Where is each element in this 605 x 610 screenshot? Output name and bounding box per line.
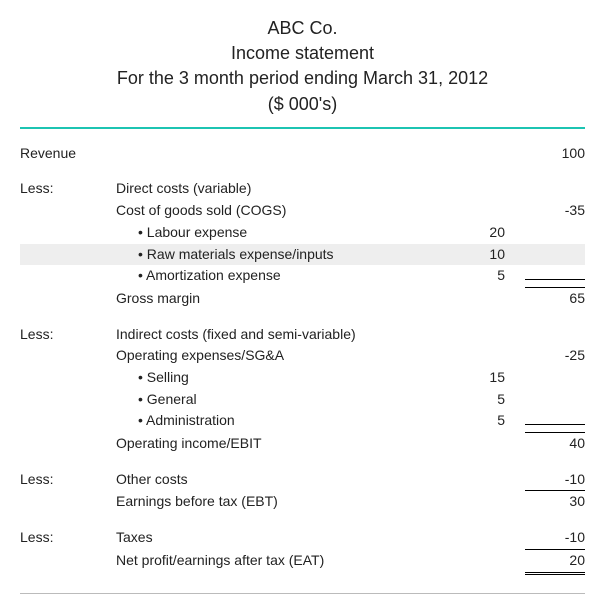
value-general: 5 (435, 389, 505, 411)
row-admin: • Administration 5 (20, 410, 585, 432)
row-other-costs: Less: Other costs -10 (20, 469, 585, 491)
statement-title: Income statement (20, 41, 585, 66)
row-raw-materials: • Raw materials expense/inputs 10 (20, 244, 585, 266)
label-direct-costs: Direct costs (variable) (116, 178, 435, 200)
value-ebit: 40 (525, 432, 585, 455)
label-selling: • Selling (116, 367, 435, 389)
value-admin: 5 (435, 410, 505, 432)
row-amortization: • Amortization expense 5 (20, 265, 585, 287)
label-other-costs: Other costs (116, 469, 435, 491)
label-ebit: Operating income/EBIT (116, 433, 435, 455)
label-indirect: Indirect costs (fixed and semi-variable) (116, 324, 435, 346)
row-direct-costs: Less: Direct costs (variable) (20, 178, 585, 200)
less-label: Less: (20, 324, 116, 346)
value-revenue: 100 (525, 143, 585, 165)
statement-header: ABC Co. Income statement For the 3 month… (20, 16, 585, 117)
value-eat: 20 (525, 549, 585, 576)
statement-units: ($ 000's) (20, 92, 585, 117)
row-labour: • Labour expense 20 (20, 222, 585, 244)
label-revenue: Revenue (20, 143, 435, 165)
value-taxes: -10 (525, 527, 585, 549)
less-label: Less: (20, 527, 116, 549)
label-sga: Operating expenses/SG&A (116, 345, 435, 367)
footer-rule (20, 593, 585, 594)
row-indirect: Less: Indirect costs (fixed and semi-var… (20, 324, 585, 346)
value-sga: -25 (525, 345, 585, 367)
value-gross-margin: 65 (525, 287, 585, 310)
label-cogs: Cost of goods sold (COGS) (116, 200, 435, 222)
label-labour: • Labour expense (116, 222, 435, 244)
header-rule (20, 127, 585, 129)
less-label: Less: (20, 469, 116, 491)
value-other-costs: -10 (525, 469, 585, 491)
less-label: Less: (20, 178, 116, 200)
row-taxes: Less: Taxes -10 (20, 527, 585, 549)
value-raw: 10 (435, 244, 505, 266)
value-ebt: 30 (525, 490, 585, 513)
value-cogs: -35 (525, 200, 585, 222)
value-selling: 15 (435, 367, 505, 389)
label-eat: Net profit/earnings after tax (EAT) (116, 550, 435, 572)
label-raw: • Raw materials expense/inputs (116, 244, 435, 266)
value-labour: 20 (435, 222, 505, 244)
label-ebt: Earnings before tax (EBT) (116, 491, 435, 513)
row-ebt: Earnings before tax (EBT) 30 (20, 490, 585, 513)
row-cogs: Cost of goods sold (COGS) -35 (20, 200, 585, 222)
label-gross-margin: Gross margin (116, 288, 435, 310)
label-general: • General (116, 389, 435, 411)
row-sga: Operating expenses/SG&A -25 (20, 345, 585, 367)
label-admin: • Administration (116, 410, 435, 432)
row-revenue: Revenue 100 (20, 143, 585, 165)
row-eat: Net profit/earnings after tax (EAT) 20 (20, 549, 585, 576)
label-taxes: Taxes (116, 527, 435, 549)
row-selling: • Selling 15 (20, 367, 585, 389)
row-general: • General 5 (20, 389, 585, 411)
row-ebit: Operating income/EBIT 40 (20, 432, 585, 455)
row-gross-margin: Gross margin 65 (20, 287, 585, 310)
company-name: ABC Co. (20, 16, 585, 41)
statement-period: For the 3 month period ending March 31, … (20, 66, 585, 91)
value-amort: 5 (435, 265, 505, 287)
label-amort: • Amortization expense (116, 265, 435, 287)
